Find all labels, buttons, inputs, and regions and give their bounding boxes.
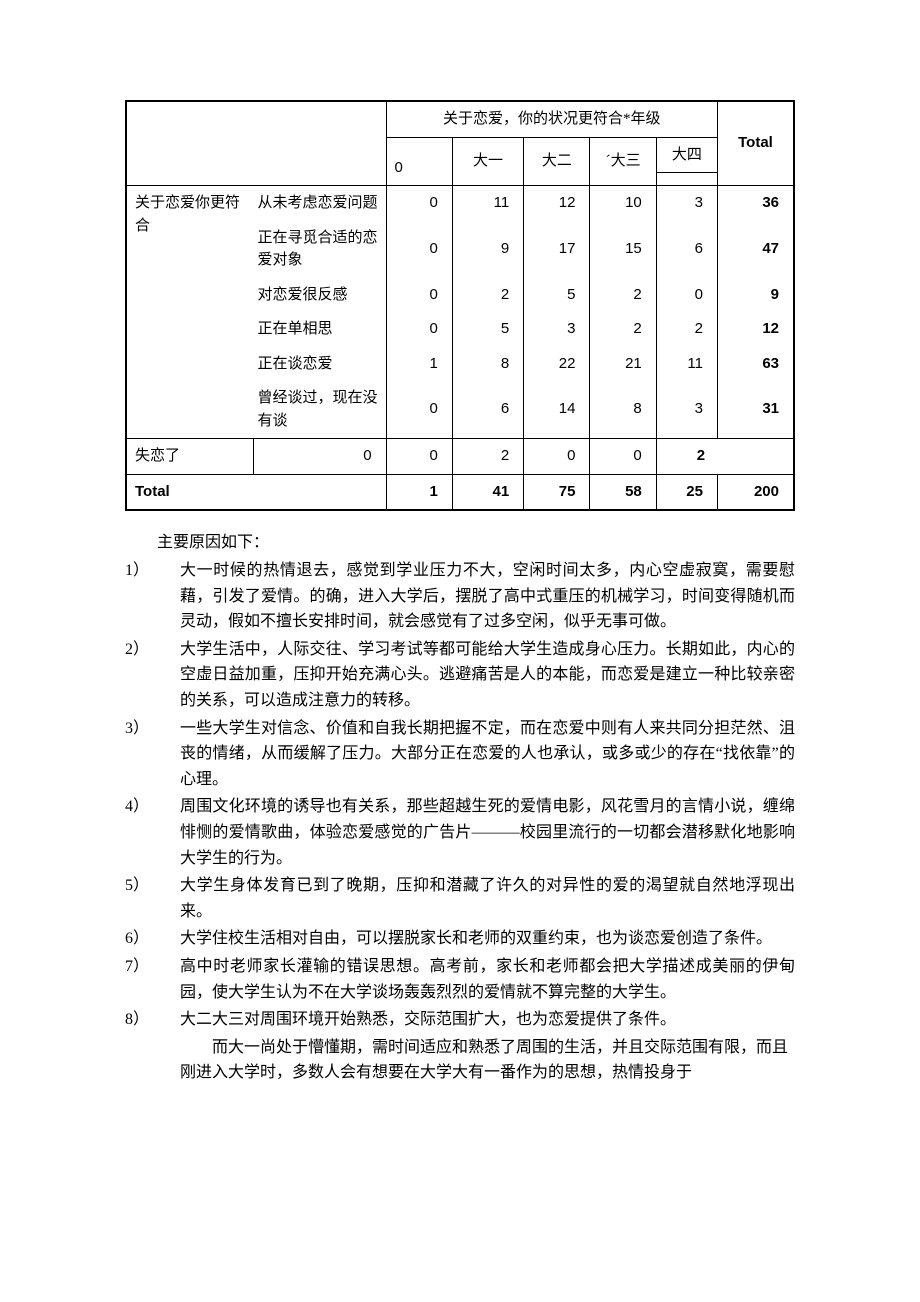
row-label-4: 正在谈恋爱 bbox=[253, 347, 386, 382]
row-total: 12 bbox=[717, 312, 794, 347]
total-row-label: Total bbox=[126, 474, 386, 510]
col-4: 大四 bbox=[656, 137, 717, 173]
lead-text: 主要原因如下： bbox=[125, 531, 795, 555]
cell: 9 bbox=[452, 221, 523, 278]
list-text: 大学住校生活相对自由，可以摆脱家长和老师的双重约束，也为谈恋爱创造了条件。 bbox=[180, 926, 795, 952]
list-text: 大学生身体发育已到了晚期，压抑和潜藏了许久的对异性的爱的渴望就自然地浮现出来。 bbox=[180, 873, 795, 924]
list-item: 4） 周围文化环境的诱导也有关系，那些超越生死的爱情电影，风花雪月的言情小说，缠… bbox=[125, 794, 795, 871]
row-label-5: 曾经谈过，现在没有谈 bbox=[253, 381, 386, 438]
cell: 11 bbox=[656, 347, 717, 382]
row-label-3: 正在单相思 bbox=[253, 312, 386, 347]
header-main: 关于恋爱，你的状况更符合*年级 bbox=[386, 101, 717, 137]
cell: 2 bbox=[452, 278, 523, 313]
cell: 14 bbox=[524, 381, 590, 438]
col-3: ´大三 bbox=[590, 137, 656, 186]
row-total: 36 bbox=[717, 186, 794, 221]
cell: 0 bbox=[590, 439, 656, 475]
list-num: 7） bbox=[125, 954, 180, 1005]
cell: 0 bbox=[386, 278, 452, 313]
col-1: 大一 bbox=[452, 137, 523, 186]
list-num: 3） bbox=[125, 716, 180, 793]
row-total: 47 bbox=[717, 221, 794, 278]
cell: 2 bbox=[590, 312, 656, 347]
list-item: 6） 大学住校生活相对自由，可以摆脱家长和老师的双重约束，也为谈恋爱创造了条件。 bbox=[125, 926, 795, 952]
cell: 22 bbox=[524, 347, 590, 382]
cell: 0 bbox=[386, 439, 452, 475]
cell: 0 bbox=[386, 381, 452, 438]
list-num: 2） bbox=[125, 637, 180, 714]
cell: 6 bbox=[452, 381, 523, 438]
cell: 8 bbox=[590, 381, 656, 438]
list-text: 大一时候的热情退去，感觉到学业压力不大，空闲时间太多，内心空虚寂寞，需要慰藉，引… bbox=[180, 558, 795, 635]
row-label-2: 对恋爱很反感 bbox=[253, 278, 386, 313]
cell: 10 bbox=[590, 186, 656, 221]
row-label-1: 正在寻觅合适的恋爱对象 bbox=[253, 221, 386, 278]
cell: 2 bbox=[656, 439, 794, 475]
list-text: 一些大学生对信念、价值和自我长期把握不定，而在恋爱中则有人来共同分担茫然、沮丧的… bbox=[180, 716, 795, 793]
cell: 0 bbox=[656, 278, 717, 313]
trailing-text: 而大一尚处于懵懂期，需时间适应和熟悉了周围的生活，并且交际范围有限，而且刚进入大… bbox=[180, 1035, 795, 1086]
grand-total: 200 bbox=[717, 474, 794, 510]
extra-row-label: 失恋了 bbox=[126, 439, 253, 475]
list-num: 6） bbox=[125, 926, 180, 952]
list-item: 3） 一些大学生对信念、价值和自我长期把握不定，而在恋爱中则有人来共同分担茫然、… bbox=[125, 716, 795, 793]
row-total: 63 bbox=[717, 347, 794, 382]
col-2: 大二 bbox=[524, 137, 590, 186]
cell: 12 bbox=[524, 186, 590, 221]
cell: 3 bbox=[656, 186, 717, 221]
cell: 2 bbox=[656, 312, 717, 347]
cell: 0 bbox=[386, 186, 452, 221]
list-num: 1） bbox=[125, 558, 180, 635]
cell: 5 bbox=[524, 278, 590, 313]
list-num: 8） bbox=[125, 1007, 180, 1033]
cell: 41 bbox=[452, 474, 523, 510]
cell: 2 bbox=[590, 278, 656, 313]
cell: 1 bbox=[386, 474, 452, 510]
cell: 75 bbox=[524, 474, 590, 510]
crosstab-table: 关于恋爱，你的状况更符合*年级 Total 0 大一 大二 ´大三 大四 关于恋… bbox=[125, 100, 795, 511]
list-text: 大学生活中，人际交往、学习考试等都可能给大学生造成身心压力。长期如此，内心的空虚… bbox=[180, 637, 795, 714]
list-num: 5） bbox=[125, 873, 180, 924]
list-item: 1） 大一时候的热情退去，感觉到学业压力不大，空闲时间太多，内心空虚寂寞，需要慰… bbox=[125, 558, 795, 635]
cell: 0 bbox=[386, 312, 452, 347]
cell: 5 bbox=[452, 312, 523, 347]
cell: 3 bbox=[656, 381, 717, 438]
header-total: Total bbox=[738, 134, 773, 151]
row-label-0: 从未考虑恋爱问题 bbox=[253, 186, 386, 221]
list-item: 7） 高中时老师家长灌输的错误思想。高考前，家长和老师都会把大学描述成美丽的伊甸… bbox=[125, 954, 795, 1005]
cell: 25 bbox=[656, 474, 717, 510]
cell: 21 bbox=[590, 347, 656, 382]
cell: 58 bbox=[590, 474, 656, 510]
col-0: 0 bbox=[386, 137, 452, 186]
list-text: 高中时老师家长灌输的错误思想。高考前，家长和老师都会把大学描述成美丽的伊甸园，使… bbox=[180, 954, 795, 1005]
cell: 11 bbox=[452, 186, 523, 221]
reasons-list: 1） 大一时候的热情退去，感觉到学业压力不大，空闲时间太多，内心空虚寂寞，需要慰… bbox=[125, 558, 795, 1086]
list-item: 8） 大二大三对周围环境开始熟悉，交际范围扩大，也为恋爱提供了条件。 bbox=[125, 1007, 795, 1033]
cell: 1 bbox=[386, 347, 452, 382]
cell: 0 bbox=[253, 439, 386, 475]
row-total: 9 bbox=[717, 278, 794, 313]
cell: 0 bbox=[386, 221, 452, 278]
cell: 15 bbox=[590, 221, 656, 278]
group-label: 关于恋爱你更符合 bbox=[126, 186, 253, 439]
list-text: 周围文化环境的诱导也有关系，那些超越生死的爱情电影，风花雪月的言情小说，缠绵悱恻… bbox=[180, 794, 795, 871]
cell: 8 bbox=[452, 347, 523, 382]
cell: 2 bbox=[452, 439, 523, 475]
cell: 17 bbox=[524, 221, 590, 278]
cell: 6 bbox=[656, 221, 717, 278]
list-text: 大二大三对周围环境开始熟悉，交际范围扩大，也为恋爱提供了条件。 bbox=[180, 1007, 795, 1033]
list-item: 2） 大学生活中，人际交往、学习考试等都可能给大学生造成身心压力。长期如此，内心… bbox=[125, 637, 795, 714]
cell: 0 bbox=[524, 439, 590, 475]
list-item: 5） 大学生身体发育已到了晚期，压抑和潜藏了许久的对异性的爱的渴望就自然地浮现出… bbox=[125, 873, 795, 924]
cell: 3 bbox=[524, 312, 590, 347]
row-total: 31 bbox=[717, 381, 794, 438]
list-num: 4） bbox=[125, 794, 180, 871]
